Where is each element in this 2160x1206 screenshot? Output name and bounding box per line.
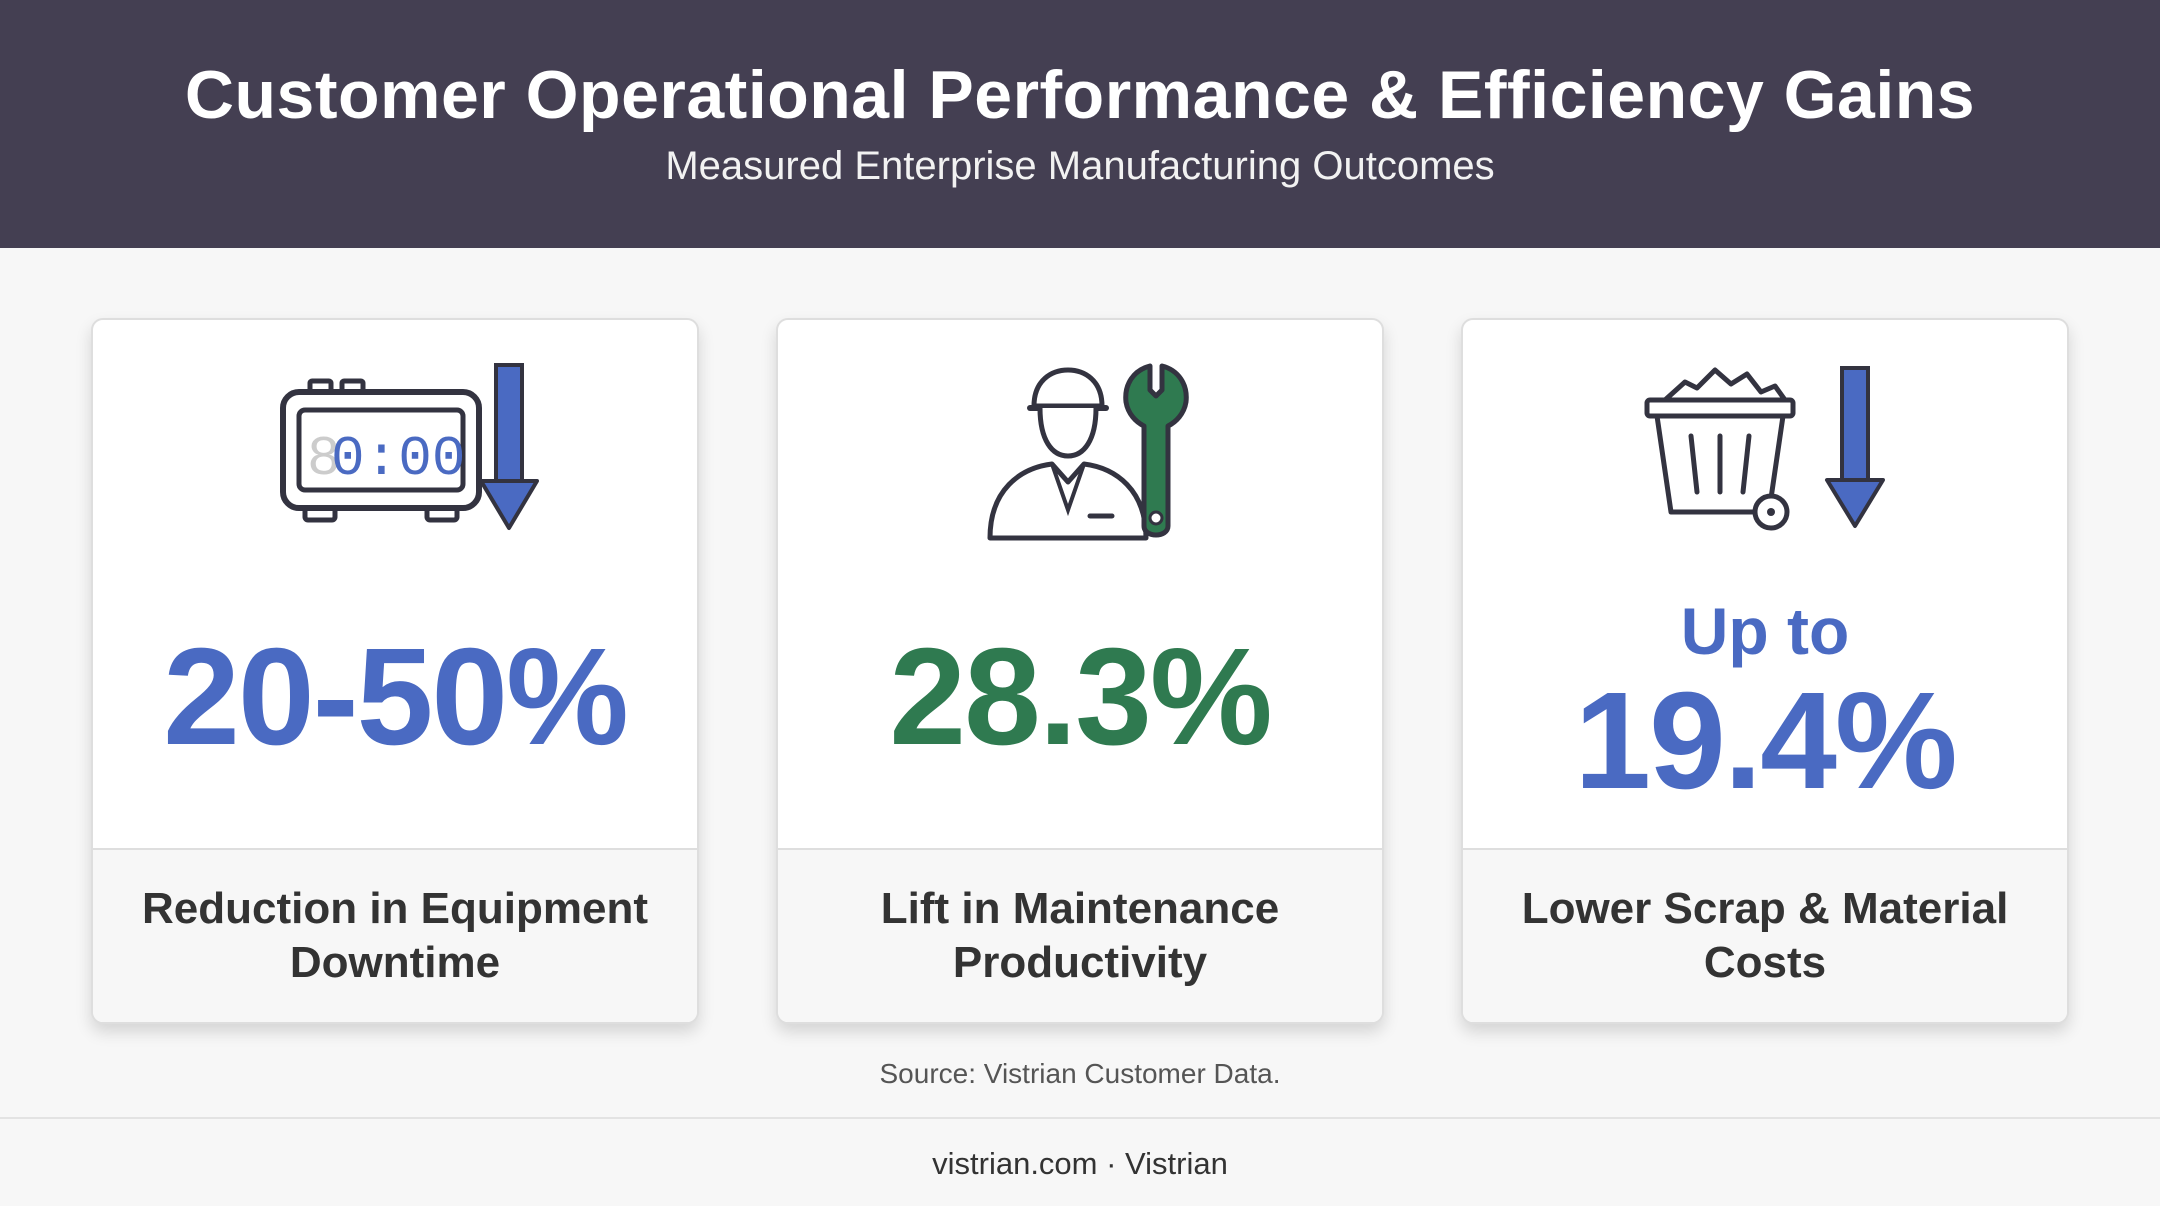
- card-label-area: Reduction in Equipment Downtime: [93, 848, 697, 1022]
- alarm-clock-down-arrow-icon: 8 0:00: [280, 363, 539, 530]
- card-icon-area: [778, 360, 1382, 560]
- downtime-stat-label: Reduction in Equipment Downtime: [142, 884, 648, 987]
- scrap-stat-card: Up to 19.4% Lower Scrap & Material Costs: [1461, 318, 2069, 1024]
- scrap-stat-prefix: Up to: [1680, 594, 1850, 668]
- scrap-stat-value: 19.4%: [1574, 664, 1957, 818]
- page-title: Customer Operational Performance & Effic…: [184, 57, 1976, 133]
- maintenance-stat-label: Lift in Maintenance Productivity: [880, 884, 1280, 987]
- card-label-area: Lower Scrap & Material Costs: [1463, 848, 2067, 1022]
- clock-display: 0:00: [331, 427, 465, 491]
- scrap-stat-label: Lower Scrap & Material Costs: [1521, 884, 2009, 987]
- footer-text: vistrian.com · Vistrian: [932, 1146, 1228, 1181]
- scrap-bin-down-arrow-icon: [1644, 366, 1885, 531]
- header-banner: Customer Operational Performance & Effic…: [0, 0, 2160, 248]
- downtime-stat-card: 8 0:00 20-50% Reduction in Equipment Dow…: [91, 318, 699, 1024]
- technician-wrench-icon: [987, 363, 1189, 541]
- card-icon-area: [1463, 360, 2067, 560]
- page-subtitle: Measured Enterprise Manufacturing Outcom…: [665, 144, 1495, 188]
- card-icon-area: 8 0:00: [93, 360, 697, 560]
- downtime-stat-value: 20-50%: [163, 620, 629, 774]
- clock-ghost-digit: 8: [307, 427, 341, 491]
- maintenance-stat-value: 28.3%: [889, 620, 1272, 774]
- maintenance-stat-card: 28.3% Lift in Maintenance Productivity: [776, 318, 1384, 1024]
- footer-divider: [0, 1117, 2160, 1119]
- source-note: Source: Vistrian Customer Data.: [879, 1058, 1281, 1089]
- card-label-area: Lift in Maintenance Productivity: [778, 848, 1382, 1022]
